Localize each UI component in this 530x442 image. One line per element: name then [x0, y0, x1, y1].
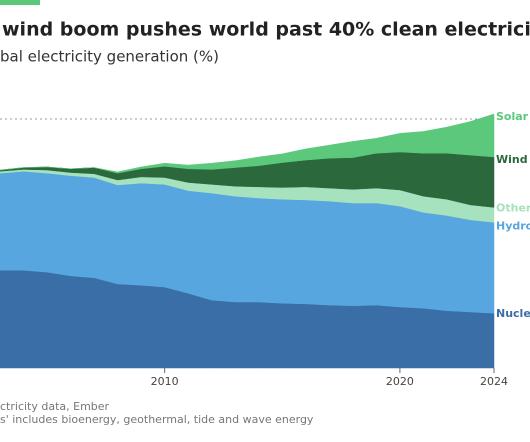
- note: s' includes bioenergy, geothermal, tide …: [0, 413, 314, 426]
- series-label: Other r: [496, 201, 530, 214]
- area: [0, 113, 495, 174]
- x-tick-label: 2024: [480, 375, 508, 388]
- accent-bar: [0, 0, 40, 5]
- x-tick-label: 2020: [386, 375, 414, 388]
- series-label: Solar (7: [496, 110, 530, 123]
- chart-subtitle: bal electricity generation (%): [0, 48, 219, 66]
- chart-title: wind boom pushes world past 40% clean el…: [2, 19, 530, 41]
- source: ctricity data, Ember: [0, 400, 110, 413]
- series-label: Nuclea: [496, 307, 530, 320]
- series-label: Hydro r: [496, 219, 530, 232]
- series-label: Wind (8: [496, 153, 530, 166]
- x-tick-label: 2010: [151, 375, 179, 388]
